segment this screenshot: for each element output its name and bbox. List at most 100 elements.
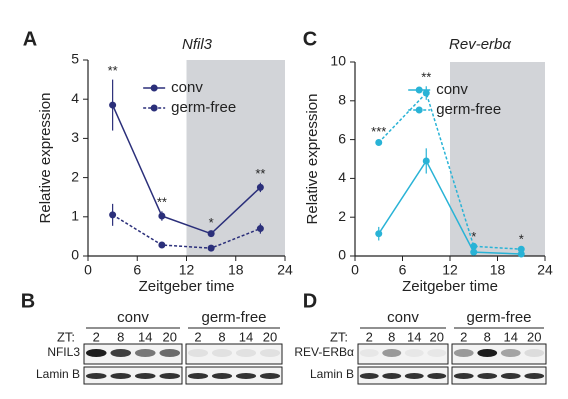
chart-title: Rev-erbα [449,36,511,53]
y-tick-label: 2 [338,208,346,224]
blot-band [110,373,132,379]
group-label: conv [117,309,149,326]
blot-box [357,343,449,365]
time-label: 14 [239,329,253,344]
blot-band [235,373,257,379]
significance-mark: ** [421,70,431,85]
data-point [422,157,430,165]
blot-band [134,349,156,357]
series-line [111,104,261,235]
group-label: germ-free [201,309,266,326]
legend-label: germ-free [171,99,236,116]
time-label: 8 [218,329,225,344]
data-point [109,211,117,219]
blot-band [427,373,447,379]
significance-mark: * [209,215,214,230]
blot-band [382,349,402,357]
group-label: conv [387,309,419,326]
time-label: 14 [407,329,421,344]
significance-mark: *** [371,124,386,139]
significance-mark: * [519,232,524,247]
legend-label: conv [436,81,468,98]
y-tick-label: 2 [71,168,79,184]
shaded-region [186,60,285,256]
legend-label: germ-free [436,101,501,118]
data-point [375,230,383,238]
data-point [207,230,215,238]
y-tick-label: 5 [71,51,79,67]
data-point [158,241,166,249]
group-label: germ-free [466,309,531,326]
blot-band [404,349,424,357]
data-point [470,248,478,256]
blot-band [159,349,181,357]
time-label: 2 [366,329,373,344]
blot-band [187,373,209,379]
legend-marker [415,106,423,114]
legend-label: conv [171,79,203,96]
x-tick-label: 18 [228,262,244,278]
x-tick-label: 0 [351,262,359,278]
panel-letter: D [303,290,317,312]
y-tick-label: 0 [71,247,79,263]
row-label: REV-ERBα [294,345,354,359]
data-point [422,89,430,97]
y-tick-label: 0 [338,247,346,263]
blot-band [211,349,233,357]
blot-band [477,373,498,379]
blot-band [259,349,281,357]
time-label: 14 [504,329,518,344]
blot-band [235,349,257,357]
blot-box [451,343,547,365]
x-tick-label: 18 [490,262,506,278]
blot-band [134,373,156,379]
chart-title: Nfil3 [182,36,213,53]
blot-band [259,373,281,379]
x-axis-label: Zeitgeber time [402,278,498,295]
zt-label: ZT: [330,329,348,344]
time-label: 20 [527,329,541,344]
panel-letter: A [23,28,37,50]
blot-band [359,349,379,357]
data-point [517,245,525,253]
series-line [378,159,522,255]
x-tick-label: 6 [399,262,407,278]
blot-band [211,373,233,379]
time-label: 20 [263,329,277,344]
legend-marker [415,86,423,94]
blot-band [453,373,474,379]
panel-letter: C [303,28,317,50]
blot-band [524,349,545,357]
blot-box [83,366,183,385]
x-axis-label: Zeitgeber time [139,278,235,295]
significance-mark: * [471,229,476,244]
blot-band [85,373,107,379]
blot-band [477,349,498,357]
y-tick-label: 4 [71,90,79,106]
row-label: Lamin B [310,367,354,381]
blot-band [382,373,402,379]
blot-band [159,373,181,379]
y-tick-label: 8 [338,92,346,108]
data-point [256,225,264,233]
legend-marker [150,104,158,112]
y-tick-label: 10 [330,53,346,69]
x-tick-label: 6 [133,262,141,278]
blot-band [524,373,545,379]
time-label: 8 [484,329,491,344]
legend-marker [150,84,158,92]
x-tick-label: 24 [277,262,293,278]
data-point [375,139,383,147]
series-line [378,91,522,250]
y-axis-label: Relative expression [304,94,321,225]
blot-band [427,349,447,357]
blot-box [357,366,449,385]
y-tick-label: 3 [71,129,79,145]
blot-band [187,349,209,357]
blot-box [185,366,283,385]
shaded-region [450,62,545,256]
blot-box [185,343,283,365]
y-tick-label: 1 [71,208,79,224]
significance-mark: ** [255,166,265,181]
